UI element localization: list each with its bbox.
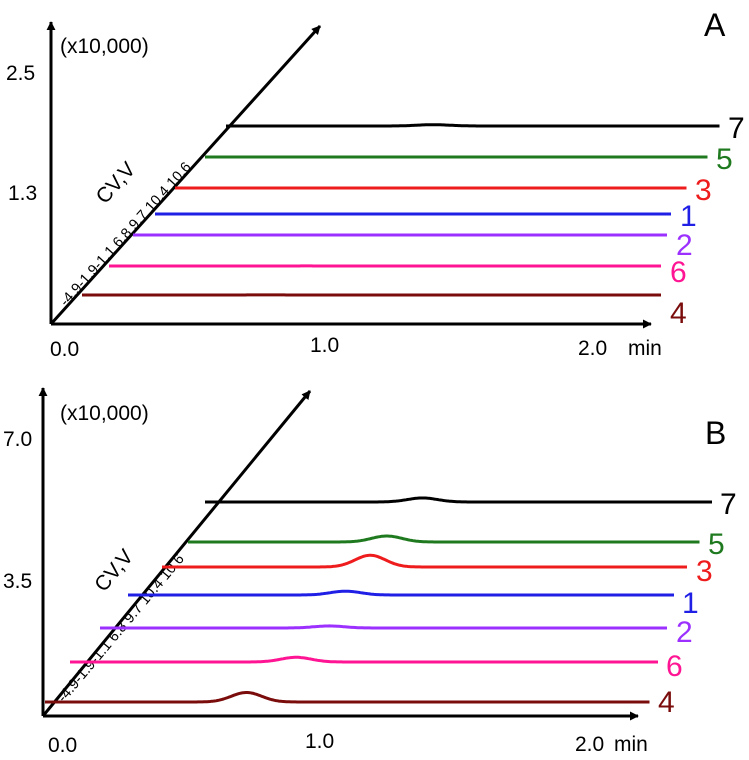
panel-b-series-label-4: 4 bbox=[658, 686, 675, 719]
panel-a-multiplier-label: (x10,000) bbox=[60, 35, 149, 58]
panel-b-depth-axis-title: CV,V bbox=[90, 545, 138, 596]
panel-b-trace-5 bbox=[188, 534, 700, 544]
panel-a-x-unit: min bbox=[628, 337, 662, 360]
panel-b-y-tick-mid: 3.5 bbox=[3, 570, 32, 593]
panel-a-y-tick-high: 2.5 bbox=[6, 62, 35, 85]
panel-a-depth-axis bbox=[49, 24, 322, 326]
panel-a-x-tick-0: 0.0 bbox=[50, 338, 79, 361]
panel-b-series-label-7: 7 bbox=[720, 488, 737, 521]
panel-a-trace-7 bbox=[226, 123, 720, 128]
panel-b-series-label-2: 2 bbox=[676, 616, 693, 649]
panel-a-series-label-3: 3 bbox=[695, 174, 712, 207]
panel-a-series-label-5: 5 bbox=[716, 143, 733, 176]
panel-b-trace-4 bbox=[45, 691, 650, 704]
panel-b-x-tick-0: 0.0 bbox=[48, 734, 77, 757]
panel-b-letter: B bbox=[705, 415, 726, 451]
panel-a-series-label-6: 6 bbox=[670, 256, 687, 289]
panel-a-series-label-7: 7 bbox=[728, 112, 745, 145]
panel-b-trace-1 bbox=[128, 589, 674, 597]
panel-a: (x10,000) 2.5 1.3 0.0 1.0 2.0 min A CV,V… bbox=[6, 7, 745, 361]
panel-b-x-tick-1: 1.0 bbox=[305, 730, 334, 753]
panel-b-x-unit: min bbox=[614, 733, 648, 756]
panel-b-trace-6 bbox=[70, 655, 658, 664]
panel-a-y-tick-mid: 1.3 bbox=[8, 182, 37, 205]
panel-a-depth-axis-title: CV,V bbox=[92, 158, 141, 208]
panel-a-x-tick-1: 1.0 bbox=[310, 334, 339, 357]
panel-b: (x10,000) 7.0 3.5 0.0 1.0 2.0 min B CV,V… bbox=[3, 387, 737, 757]
panel-a-letter: A bbox=[704, 7, 726, 43]
panel-b-series-label-5: 5 bbox=[708, 528, 725, 561]
panel-b-y-tick-high: 7.0 bbox=[3, 428, 32, 451]
panel-a-series-label-2: 2 bbox=[676, 229, 693, 262]
panel-b-trace-2 bbox=[100, 624, 667, 630]
panel-b-multiplier-label: (x10,000) bbox=[60, 402, 149, 425]
panel-a-series-label-4: 4 bbox=[670, 297, 687, 330]
panel-b-trace-7 bbox=[205, 496, 712, 504]
panel-a-series-label-1: 1 bbox=[680, 200, 697, 233]
panel-b-trace-3 bbox=[162, 553, 687, 569]
panel-b-x-tick-2: 2.0 bbox=[575, 733, 604, 756]
panel-b-series-label-1: 1 bbox=[682, 587, 699, 620]
panel-b-series-label-6: 6 bbox=[666, 650, 683, 683]
panel-b-series-label-3: 3 bbox=[696, 555, 713, 588]
panel-a-x-tick-2: 2.0 bbox=[578, 337, 607, 360]
